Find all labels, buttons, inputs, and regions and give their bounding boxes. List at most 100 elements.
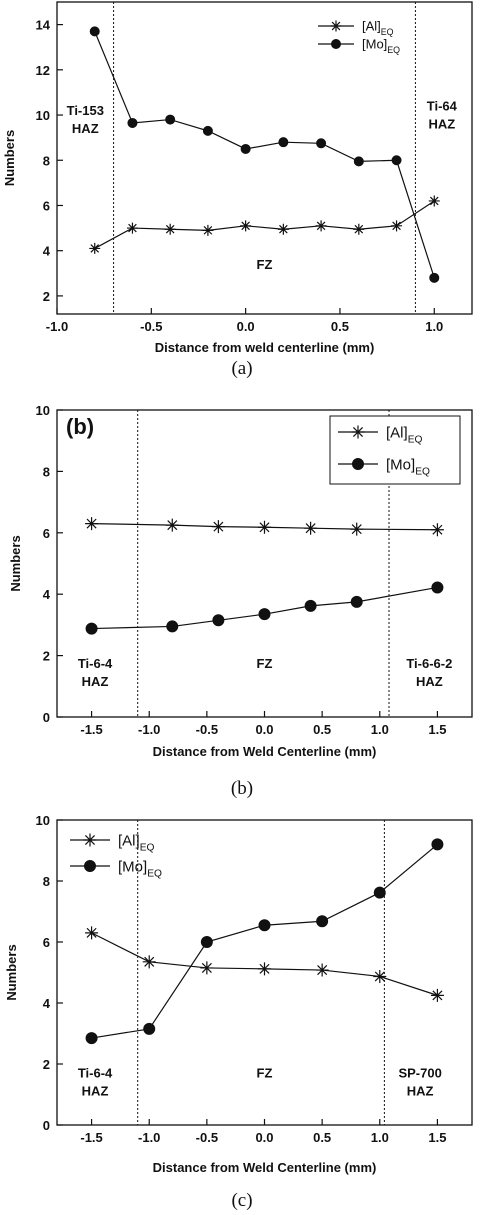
y-tick-label: 6 bbox=[43, 935, 50, 950]
chart-a: -1.0 -0.5 0.0 0.5 1.0 2 4 6 8 10 12 14 Distance from… bbox=[2, 1, 473, 355]
x-tick-label: -1.0 bbox=[138, 722, 160, 737]
data-point-mo-eq bbox=[353, 156, 364, 167]
x-axis-label: Distance from Weld Centerline (mm) bbox=[153, 1160, 377, 1175]
region-label: HAZ bbox=[82, 1084, 109, 1099]
data-point-al-eq bbox=[211, 520, 225, 534]
data-point-mo-eq bbox=[278, 137, 289, 148]
data-point-al-eq bbox=[85, 517, 99, 531]
data-point-al-eq bbox=[315, 963, 329, 977]
region-label: Ti-6-4 bbox=[78, 1066, 113, 1081]
y-tick-label: 2 bbox=[43, 1057, 50, 1072]
x-tick-label: 0.0 bbox=[237, 319, 255, 334]
region-label: HAZ bbox=[416, 674, 443, 689]
series-line-mo-eq bbox=[91, 586, 438, 630]
data-point-al-eq bbox=[202, 224, 214, 236]
data-point-mo-eq bbox=[202, 125, 213, 136]
data-point-al-eq bbox=[85, 926, 99, 940]
data-point-al-eq bbox=[164, 223, 176, 235]
x-axis-label: Distance from Weld Centerline (mm) bbox=[153, 744, 377, 759]
y-tick-label: 4 bbox=[43, 996, 51, 1011]
data-point-al-eq bbox=[373, 969, 387, 983]
x-tick-label: -1.5 bbox=[80, 1130, 102, 1145]
caption-a: (a) bbox=[231, 358, 253, 379]
y-tick-label: 8 bbox=[43, 464, 50, 479]
data-point-al-eq bbox=[258, 520, 271, 534]
data-point-mo-eq bbox=[431, 838, 444, 851]
chart-panel-b: -1.5 -1.0 -0.5 0.0 0.5 1.0 1.5 0 2 4 6 8 10 Distance … bbox=[0, 390, 484, 810]
chart-b: -1.5 -1.0 -0.5 0.0 0.5 1.0 1.5 0 2 4 6 8 10 Distance … bbox=[8, 403, 473, 759]
data-point-mo-eq bbox=[258, 919, 271, 932]
region-label: Ti-6-6-2 bbox=[406, 656, 452, 671]
region-label: HAZ bbox=[82, 674, 109, 689]
legend-label: [Mo]EQ bbox=[386, 456, 430, 477]
data-point-mo-eq bbox=[429, 272, 440, 283]
y-tick-label: 14 bbox=[36, 18, 51, 33]
data-point-al-eq bbox=[430, 523, 444, 537]
region-label: FZ bbox=[257, 656, 273, 671]
data-point-mo-eq bbox=[212, 614, 225, 627]
data-point-mo-eq bbox=[350, 595, 363, 608]
x-tick-label: 1.0 bbox=[371, 1130, 389, 1145]
y-axis-label: Numbers bbox=[4, 944, 19, 1000]
region-label: HAZ bbox=[407, 1084, 434, 1099]
y-tick-label: 6 bbox=[43, 526, 50, 541]
chart-panel-c: -1.5 -1.0 -0.5 0.0 0.5 1.0 1.5 0 2 4 6 8 10 Distance … bbox=[0, 810, 484, 1215]
y-tick-label: 10 bbox=[36, 108, 50, 123]
x-axis-label: Distance from weld centerline (mm) bbox=[155, 340, 375, 355]
legend-marker bbox=[351, 425, 365, 439]
legend-marker bbox=[83, 833, 97, 847]
data-point-al-eq bbox=[240, 220, 252, 232]
x-tick-label: -0.5 bbox=[196, 1130, 218, 1145]
x-tick-label: 1.0 bbox=[371, 722, 389, 737]
region-label: FZ bbox=[257, 1066, 273, 1081]
legend-label: [Al]EQ bbox=[362, 19, 394, 38]
x-tick-label: 1.5 bbox=[428, 1130, 446, 1145]
data-point-al-eq bbox=[142, 955, 156, 969]
x-tick-label: -0.5 bbox=[140, 319, 162, 334]
legend-label: [Mo]EQ bbox=[362, 37, 400, 56]
data-point-mo-eq bbox=[431, 581, 444, 594]
data-point-mo-eq bbox=[240, 143, 251, 154]
data-point-al-eq bbox=[353, 223, 365, 235]
data-point-al-eq bbox=[258, 962, 271, 976]
data-point-al-eq bbox=[277, 223, 289, 235]
x-tick-label: -1.5 bbox=[80, 722, 102, 737]
x-tick-label: 1.0 bbox=[425, 319, 443, 334]
data-point-mo-eq bbox=[85, 622, 98, 635]
y-tick-label: 12 bbox=[36, 63, 50, 78]
data-point-al-eq bbox=[428, 195, 440, 207]
legend-marker bbox=[352, 458, 364, 470]
x-tick-label: 0.0 bbox=[255, 1130, 273, 1145]
x-tick-label: 0.0 bbox=[255, 722, 273, 737]
y-axis-label: Numbers bbox=[8, 535, 23, 591]
data-point-mo-eq bbox=[143, 1022, 156, 1035]
region-label: HAZ bbox=[72, 121, 99, 136]
y-tick-label: 4 bbox=[43, 587, 51, 602]
data-point-mo-eq bbox=[127, 117, 138, 128]
data-point-mo-eq bbox=[166, 620, 179, 633]
data-point-mo-eq bbox=[85, 1032, 98, 1045]
data-point-mo-eq bbox=[304, 599, 317, 612]
region-label: Ti-6-4 bbox=[78, 656, 113, 671]
x-tick-label: -0.5 bbox=[196, 722, 218, 737]
legend-label: [Mo]EQ bbox=[118, 858, 162, 879]
y-axis-label: Numbers bbox=[2, 130, 17, 186]
x-tick-label: -1.0 bbox=[46, 319, 68, 334]
data-point-mo-eq bbox=[200, 936, 213, 948]
legend-label: [Al]EQ bbox=[386, 424, 422, 445]
panel-letter: (b) bbox=[66, 414, 94, 439]
legend-marker bbox=[84, 860, 96, 872]
plot-frame bbox=[56, 1, 473, 315]
y-tick-label: 2 bbox=[43, 289, 50, 304]
legend-label: [Al]EQ bbox=[118, 832, 154, 853]
data-point-al-eq bbox=[391, 220, 403, 232]
y-tick-label: 4 bbox=[43, 244, 51, 259]
x-tick-label: -1.0 bbox=[138, 1130, 160, 1145]
data-point-mo-eq bbox=[89, 26, 100, 37]
data-point-mo-eq bbox=[391, 155, 402, 166]
series-line-mo-eq bbox=[94, 31, 435, 279]
data-point-al-eq bbox=[126, 222, 138, 234]
legend-marker bbox=[330, 20, 342, 32]
data-point-al-eq bbox=[350, 522, 364, 536]
data-point-mo-eq bbox=[258, 608, 271, 621]
